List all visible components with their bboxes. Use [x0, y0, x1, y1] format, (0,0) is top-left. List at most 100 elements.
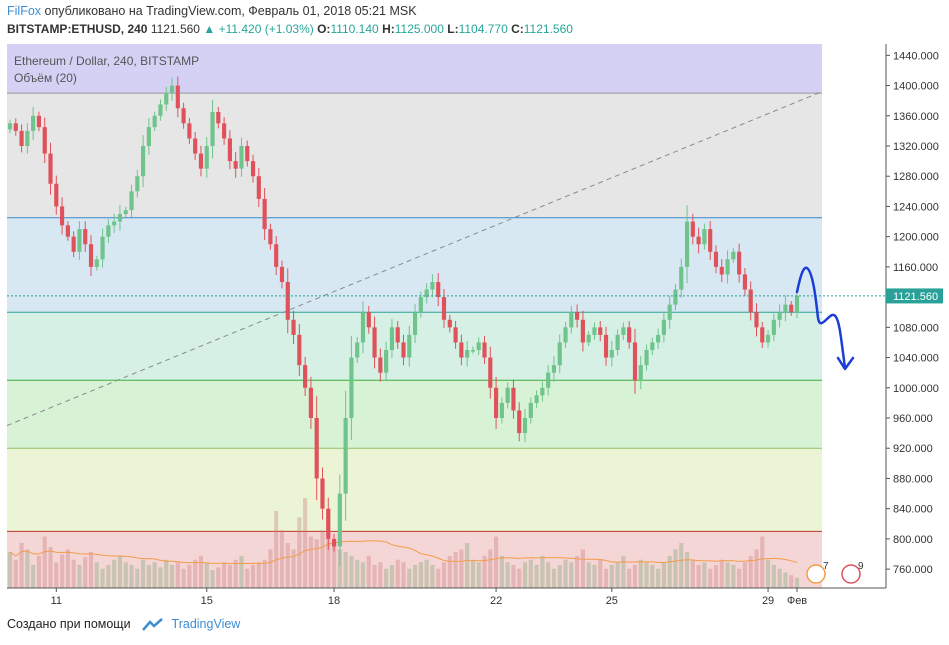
volume-bar [476, 562, 481, 588]
candle [146, 118, 151, 156]
volume-bar [100, 568, 105, 588]
candle-body [291, 319, 296, 335]
candle-body [227, 138, 232, 162]
candle-body [511, 387, 516, 411]
forecast-arrow [795, 266, 855, 371]
volume-bar [505, 562, 510, 588]
candle [83, 221, 88, 252]
candle [106, 218, 111, 244]
candle-body [407, 334, 412, 358]
volume-bar [268, 549, 273, 588]
candle-body [343, 418, 348, 494]
candle-body [36, 115, 42, 128]
candle-body [580, 319, 585, 343]
candle [239, 137, 244, 177]
volume-bar [783, 572, 788, 588]
candle-body [713, 251, 719, 267]
volume-bar [731, 564, 736, 588]
flag-badge-7[interactable]: 7 [806, 561, 829, 584]
price-axis: 760.000 800.000 840.000 880.000 920.000 960.0… [886, 50, 939, 576]
candle [152, 111, 157, 132]
candle [494, 376, 499, 429]
candle [586, 331, 591, 347]
candle-body [303, 365, 308, 388]
candle-body [592, 327, 597, 335]
candle [794, 290, 800, 319]
candle-body [129, 191, 134, 211]
candle-body [765, 334, 771, 343]
candle-body [789, 304, 794, 313]
candle [337, 474, 342, 566]
candle [129, 184, 134, 218]
candle [279, 260, 285, 289]
volume-bar [441, 562, 447, 588]
candle [470, 346, 476, 354]
candle [499, 397, 504, 424]
candle [181, 102, 186, 129]
candle [256, 168, 261, 208]
candle-body [551, 365, 557, 373]
volume-bar [169, 564, 175, 588]
candle [112, 213, 117, 234]
candle-body [638, 365, 643, 381]
y-tick-label: 1160.000 [893, 262, 938, 274]
candle-body [193, 138, 198, 154]
candle [158, 99, 163, 121]
candle [702, 223, 707, 250]
candle [708, 220, 713, 260]
volume-bar [499, 555, 504, 588]
candle-body [83, 229, 88, 245]
volume-bar [152, 562, 157, 588]
candle-body [603, 334, 609, 358]
volume-bar [239, 555, 244, 588]
candle-body [794, 295, 800, 313]
volume-bar [384, 568, 389, 588]
candle-body [424, 289, 429, 298]
flag-badge-9[interactable]: 9 [841, 561, 864, 584]
candle [517, 402, 522, 442]
volume-bar [320, 530, 325, 588]
candle [198, 145, 204, 177]
volume-bar [106, 564, 111, 588]
candle-body [679, 266, 684, 290]
candle-body [632, 342, 638, 381]
x-tick-label: Фев [787, 595, 807, 607]
volume-bar [546, 562, 551, 588]
volume-bar [19, 543, 24, 588]
volume-bar [702, 562, 707, 588]
candle-body [256, 176, 261, 199]
candle [314, 396, 319, 501]
candle [656, 328, 661, 349]
volume-bar [650, 564, 655, 588]
candle-body [239, 146, 244, 169]
candle-body [453, 327, 458, 343]
candle [777, 304, 782, 328]
volume-bar [638, 559, 643, 588]
candle-body [702, 229, 707, 245]
candle [638, 356, 643, 390]
candle [308, 376, 313, 429]
candle [436, 272, 441, 307]
tradingview-link[interactable]: TradingView [171, 617, 241, 631]
candle-body [447, 319, 452, 328]
author-name[interactable]: FilFox [7, 4, 42, 18]
volume-bar [7, 552, 13, 588]
candle-body [771, 319, 776, 335]
candle [360, 301, 366, 354]
candle-body [279, 266, 285, 282]
volume-bar [36, 555, 42, 588]
fib-zone-1 [7, 93, 822, 218]
volume-bar [31, 564, 36, 588]
candle [482, 336, 487, 364]
volume-bar [123, 562, 128, 588]
candle [783, 295, 788, 322]
fib-zone-2 [7, 217, 822, 313]
candle-body [146, 127, 151, 146]
candle-body [731, 251, 736, 260]
candle [407, 325, 412, 367]
candle [522, 408, 528, 443]
candle [453, 320, 458, 349]
candle-body [476, 342, 481, 350]
volume-bar [708, 568, 713, 588]
